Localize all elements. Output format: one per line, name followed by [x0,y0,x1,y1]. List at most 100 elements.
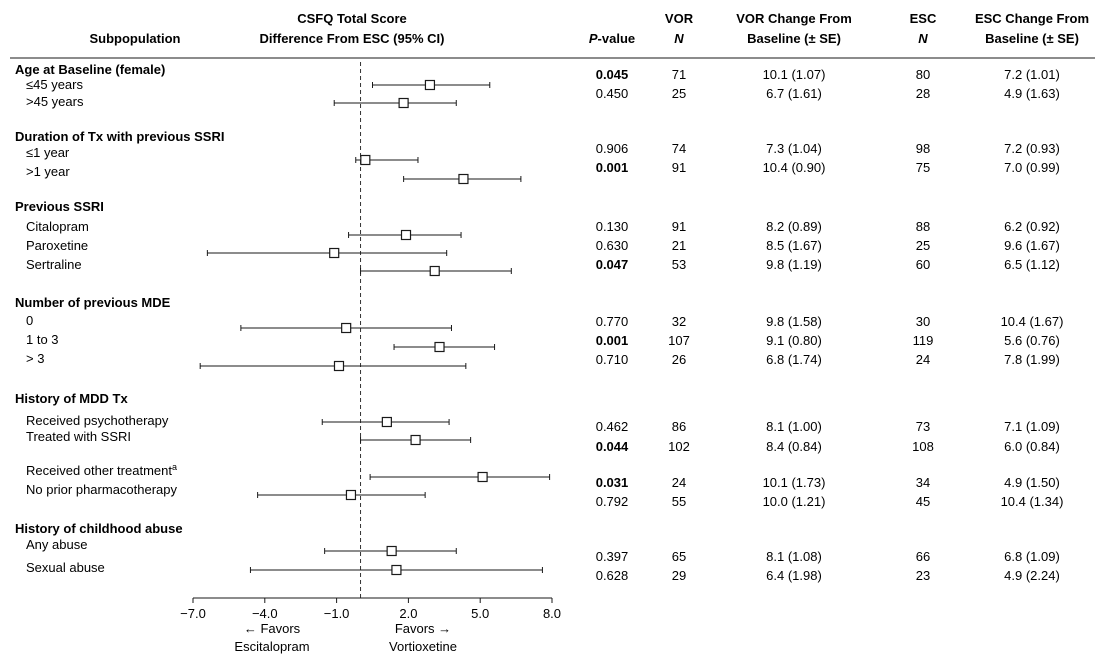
vor-change: 10.4 (0.90) [763,160,826,175]
group-title: Number of previous MDE [15,295,171,310]
estimate-marker [400,229,412,241]
estimate-marker [410,434,421,446]
vor-change: 8.1 (1.08) [766,549,822,564]
esc-change: 9.6 (1.67) [1004,238,1060,253]
esc-change: 7.2 (0.93) [1004,141,1060,156]
vor-n: 86 [672,419,686,434]
vor-n: 65 [672,549,686,564]
estimate-marker [458,173,469,185]
row-label: Treated with SSRI [26,429,131,444]
row-label: Received other treatmenta [26,462,177,478]
p-value: 0.710 [596,352,629,367]
p-value: 0.906 [596,141,629,156]
header-forest-title-line2: Difference From ESC (95% CI) [260,31,445,46]
estimate-marker [398,97,409,109]
row-label: Any abuse [26,537,87,552]
vor-change: 10.1 (1.07) [763,67,826,82]
header-vor-change-line1: VOR Change From [736,11,852,26]
vor-change: 8.5 (1.67) [766,238,822,253]
esc-change: 7.8 (1.99) [1004,352,1060,367]
header-pvalue-italic: P [589,31,598,46]
row-label: ≤45 years [26,77,83,92]
vor-n: 29 [672,568,686,583]
vor-n: 55 [672,494,686,509]
vor-n: 24 [672,475,686,490]
esc-n: 66 [916,549,930,564]
estimate-marker [391,564,402,576]
esc-change: 4.9 (1.50) [1004,475,1060,490]
esc-n: 75 [916,160,930,175]
esc-n: 80 [916,67,930,82]
vor-change: 9.1 (0.80) [766,333,822,348]
row-label: Paroxetine [26,238,88,253]
footnote-marker: a [172,462,177,472]
header-vor: VOR [665,11,694,26]
header-esc-change-line1: ESC Change From [975,11,1089,26]
estimate-marker [333,360,345,372]
esc-n: 24 [916,352,930,367]
estimate-marker [381,416,392,428]
esc-change: 7.2 (1.01) [1004,67,1060,82]
row-label: Citalopram [26,219,89,234]
p-value: 0.628 [596,568,629,583]
esc-change: 7.1 (1.09) [1004,419,1060,434]
p-value: 0.397 [596,549,629,564]
header-pvalue: P-value [589,31,635,46]
esc-change: 7.0 (0.99) [1004,160,1060,175]
vor-change: 6.4 (1.98) [766,568,822,583]
esc-n: 119 [913,333,934,348]
vor-change: 6.7 (1.61) [766,86,822,101]
vor-n: 71 [672,67,686,82]
vor-n: 102 [668,439,690,454]
esc-n: 25 [916,238,930,253]
vor-n: 91 [672,160,686,175]
esc-change: 6.8 (1.09) [1004,549,1060,564]
estimate-marker [434,341,445,353]
p-value: 0.044 [596,439,629,454]
vor-n: 53 [672,257,686,272]
header-vor-change-line2: Baseline (± SE) [747,31,841,46]
p-value: 0.001 [596,160,629,175]
header-subpopulation: Subpopulation [90,31,181,46]
vor-n: 74 [672,141,686,156]
vor-change: 9.8 (1.58) [766,314,822,329]
row-label: >1 year [26,164,70,179]
esc-n: 23 [916,568,930,583]
esc-change: 4.9 (2.24) [1004,568,1060,583]
x-tick-label: 5.0 [471,606,489,621]
esc-n: 34 [916,475,930,490]
esc-n: 88 [916,219,930,234]
estimate-marker [360,154,371,166]
p-value: 0.047 [596,257,629,272]
esc-change: 10.4 (1.67) [1001,314,1064,329]
estimate-marker [345,489,357,501]
esc-change: 6.2 (0.92) [1004,219,1060,234]
esc-n: 45 [916,494,930,509]
vor-change: 9.8 (1.19) [766,257,822,272]
p-value: 0.630 [596,238,629,253]
vor-n: 25 [672,86,686,101]
p-value: 0.792 [596,494,629,509]
estimate-marker [424,79,436,91]
esc-n: 98 [916,141,930,156]
row-label: Sexual abuse [26,560,105,575]
header-pvalue-rest: -value [598,31,636,46]
estimate-marker [341,322,352,334]
vor-change: 8.4 (0.84) [766,439,822,454]
x-tick-label: 2.0 [399,606,417,621]
group-title: History of childhood abuse [15,521,183,536]
p-value: 0.450 [596,86,629,101]
vor-change: 8.1 (1.00) [766,419,822,434]
favors-right-line2: Vortioxetine [389,639,457,654]
estimate-marker [329,247,340,259]
row-label: > 3 [26,351,44,366]
header-esc: ESC [910,11,937,26]
header-vor-n: N [674,31,684,46]
header-forest-title-line1: CSFQ Total Score [297,11,407,26]
header-esc-n: N [918,31,928,46]
esc-change: 6.0 (0.84) [1004,439,1060,454]
vor-change: 10.0 (1.21) [763,494,826,509]
estimate-marker [429,265,440,277]
estimate-marker [386,545,397,557]
